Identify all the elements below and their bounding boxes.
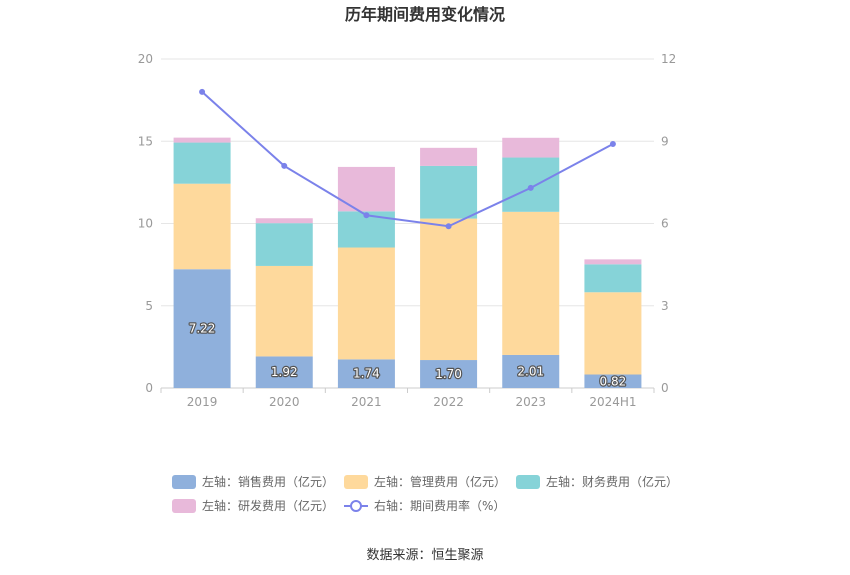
- bar-segment: [420, 147, 478, 166]
- right-axis-tick-label: 6: [661, 217, 669, 231]
- x-axis-tick-label: 2022: [433, 395, 464, 409]
- bar-segment: [502, 354, 560, 388]
- bar-segment: [173, 137, 231, 143]
- x-axis-tick-label: 2021: [351, 395, 382, 409]
- left-axis-tick-label: 15: [138, 134, 153, 148]
- bar-segment: [337, 166, 395, 212]
- right-axis-ticks: 0 3 6 9 12: [661, 52, 676, 395]
- bar-segment: [255, 356, 313, 388]
- bar-segment: [255, 265, 313, 357]
- bar-data-label: 1.70: [435, 367, 462, 381]
- left-axis-tick-label: 5: [145, 299, 153, 313]
- bar-segment: [584, 374, 642, 388]
- bar-segment: [173, 142, 231, 184]
- bar-segment: [337, 247, 395, 360]
- x-axis-tick-label: 2023: [515, 395, 546, 409]
- bar-segment: [584, 259, 642, 265]
- legend-marker: [350, 500, 362, 512]
- rate-point: [445, 223, 452, 230]
- rate-line: [199, 88, 616, 230]
- bar-labels: 7.22 1.92 1.74 1.70 2.01 0.82: [188, 320, 628, 389]
- bar-data-label: 0.82: [600, 374, 627, 388]
- bar-segment: [502, 137, 560, 158]
- legend-label: 右轴：期间费用率（%）: [374, 498, 505, 513]
- legend-label: 左轴：销售费用（亿元）: [202, 474, 334, 489]
- bar-segment: [420, 218, 478, 361]
- rate-point: [199, 88, 206, 95]
- left-axis-ticks: 0 5 10 15 20: [138, 52, 153, 395]
- bar-segment: [502, 157, 560, 212]
- bar-segment: [255, 218, 313, 224]
- rate-point: [527, 184, 534, 191]
- right-axis-tick-label: 9: [661, 134, 669, 148]
- right-axis-tick-label: 0: [661, 381, 669, 395]
- rate-point: [281, 162, 288, 169]
- bar-segment: [255, 223, 313, 266]
- bar-data-label: 2.01: [517, 364, 544, 378]
- left-axis-tick-label: 20: [138, 52, 153, 66]
- legend-label: 左轴：研发费用（亿元）: [202, 498, 334, 513]
- x-axis: 2019 2020 2021 2022 2023 2024H1: [160, 388, 655, 409]
- grid-lines: [161, 58, 654, 389]
- legend: 左轴：销售费用（亿元） 左轴：管理费用（亿元） 左轴：财务费用（亿元） 左轴：研发费用…: [172, 474, 678, 513]
- right-axis-tick-label: 3: [661, 299, 669, 313]
- bars: [173, 137, 642, 388]
- bar-segment: [337, 359, 395, 388]
- legend-swatch: [344, 475, 368, 489]
- rate-point: [609, 140, 616, 147]
- left-axis-tick-label: 10: [138, 217, 153, 231]
- bar-segment: [420, 165, 478, 219]
- x-axis-tick-label: 2024H1: [589, 395, 636, 409]
- legend-label: 左轴：财务费用（亿元）: [546, 474, 678, 489]
- rate-line-path: [201, 91, 614, 228]
- legend-swatch: [516, 475, 540, 489]
- rate-point: [363, 212, 370, 219]
- source-note: 数据来源：恒生聚源: [366, 548, 483, 563]
- left-axis-tick-label: 0: [145, 381, 153, 395]
- bar-data-label: 1.74: [353, 367, 380, 381]
- bar-segment: [173, 183, 231, 270]
- legend-swatch: [172, 475, 196, 489]
- bar-data-label: 7.22: [189, 322, 216, 336]
- bar-segment: [584, 264, 642, 293]
- bar-segment: [502, 211, 560, 355]
- bar-segment: [173, 269, 231, 388]
- x-axis-tick-label: 2020: [269, 395, 300, 409]
- bar-data-label: 1.92: [271, 365, 298, 379]
- bar-segment: [420, 360, 478, 388]
- chart-title: 历年期间费用变化情况: [345, 5, 505, 24]
- x-axis-tick-label: 2019: [187, 395, 218, 409]
- bar-segment: [584, 292, 642, 375]
- right-axis-tick-label: 12: [661, 52, 676, 66]
- legend-label: 左轴：管理费用（亿元）: [374, 474, 506, 489]
- legend-swatch: [172, 499, 196, 513]
